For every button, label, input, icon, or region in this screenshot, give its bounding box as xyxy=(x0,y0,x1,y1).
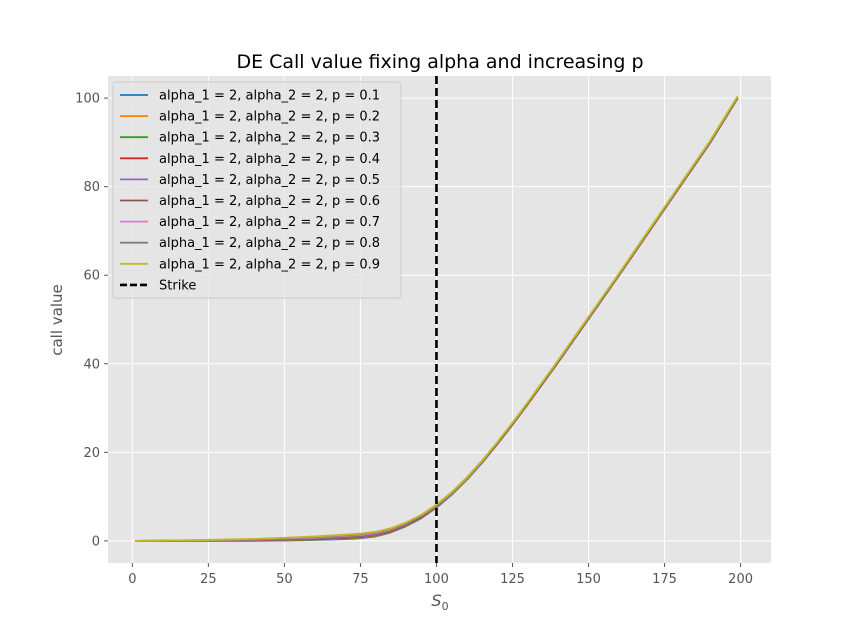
y-axis-label: call value xyxy=(48,284,66,356)
x-tick-label: 50 xyxy=(276,572,293,587)
legend-entry: Strike xyxy=(120,278,196,293)
x-tick-label: 25 xyxy=(200,572,217,587)
x-tick-label: 175 xyxy=(652,572,677,587)
legend: alpha_1 = 2, alpha_2 = 2, p = 0.1 alpha_1… xyxy=(112,81,402,299)
y-tick-label: 0 xyxy=(92,534,100,549)
y-axis-ticks: 0 20 40 60 80 100 xyxy=(75,92,108,549)
y-tick-label: 20 xyxy=(83,446,100,461)
legend-label: alpha_1 = 2, alpha_2 = 2, p = 0.6 xyxy=(159,194,380,209)
legend-entry: alpha_1 = 2, alpha_2 = 2, p = 0.1 xyxy=(120,89,380,104)
legend-entry: alpha_1 = 2, alpha_2 = 2, p = 0.6 xyxy=(120,194,380,209)
legend-label: alpha_1 = 2, alpha_2 = 2, p = 0.7 xyxy=(159,215,380,230)
legend-label: alpha_1 = 2, alpha_2 = 2, p = 0.9 xyxy=(159,257,380,272)
x-tick-label: 150 xyxy=(576,572,601,587)
y-tick-label: 100 xyxy=(75,92,100,107)
x-axis-label-subscript: 0 xyxy=(442,600,449,613)
x-axis-label-main: S xyxy=(431,591,441,610)
legend-entry: alpha_1 = 2, alpha_2 = 2, p = 0.7 xyxy=(120,215,380,230)
x-axis-label: S0 xyxy=(431,591,448,613)
y-tick-label: 80 xyxy=(83,180,100,195)
legend-entry: alpha_1 = 2, alpha_2 = 2, p = 0.9 xyxy=(120,257,380,272)
chart-title: DE Call value fixing alpha and increasin… xyxy=(236,51,643,73)
legend-entry: alpha_1 = 2, alpha_2 = 2, p = 0.5 xyxy=(120,173,380,188)
x-tick-label: 200 xyxy=(728,572,753,587)
legend-label: alpha_1 = 2, alpha_2 = 2, p = 0.4 xyxy=(159,152,380,167)
x-tick-label: 0 xyxy=(128,572,136,587)
legend-entry: alpha_1 = 2, alpha_2 = 2, p = 0.4 xyxy=(120,152,380,167)
x-tick-label: 100 xyxy=(424,572,449,587)
x-tick-label: 75 xyxy=(352,572,369,587)
legend-entry: alpha_1 = 2, alpha_2 = 2, p = 0.2 xyxy=(120,110,380,125)
legend-box xyxy=(112,81,402,299)
x-tick-label: 125 xyxy=(500,572,525,587)
legend-label: alpha_1 = 2, alpha_2 = 2, p = 0.2 xyxy=(159,110,380,125)
legend-label: alpha_1 = 2, alpha_2 = 2, p = 0.1 xyxy=(159,89,380,104)
series-lines xyxy=(135,95,739,542)
y-tick-label: 60 xyxy=(83,269,100,284)
legend-entry: alpha_1 = 2, alpha_2 = 2, p = 0.8 xyxy=(120,236,380,251)
series-line-9 xyxy=(135,95,739,542)
legend-label: alpha_1 = 2, alpha_2 = 2, p = 0.8 xyxy=(159,236,380,251)
legend-label: Strike xyxy=(159,278,196,293)
legend-entry: alpha_1 = 2, alpha_2 = 2, p = 0.3 xyxy=(120,131,380,146)
x-axis-ticks: 0 25 50 75 100 125 150 175 200 xyxy=(128,563,753,587)
legend-label: alpha_1 = 2, alpha_2 = 2, p = 0.3 xyxy=(159,131,380,146)
y-tick-label: 40 xyxy=(83,357,100,372)
legend-label: alpha_1 = 2, alpha_2 = 2, p = 0.5 xyxy=(159,173,380,188)
